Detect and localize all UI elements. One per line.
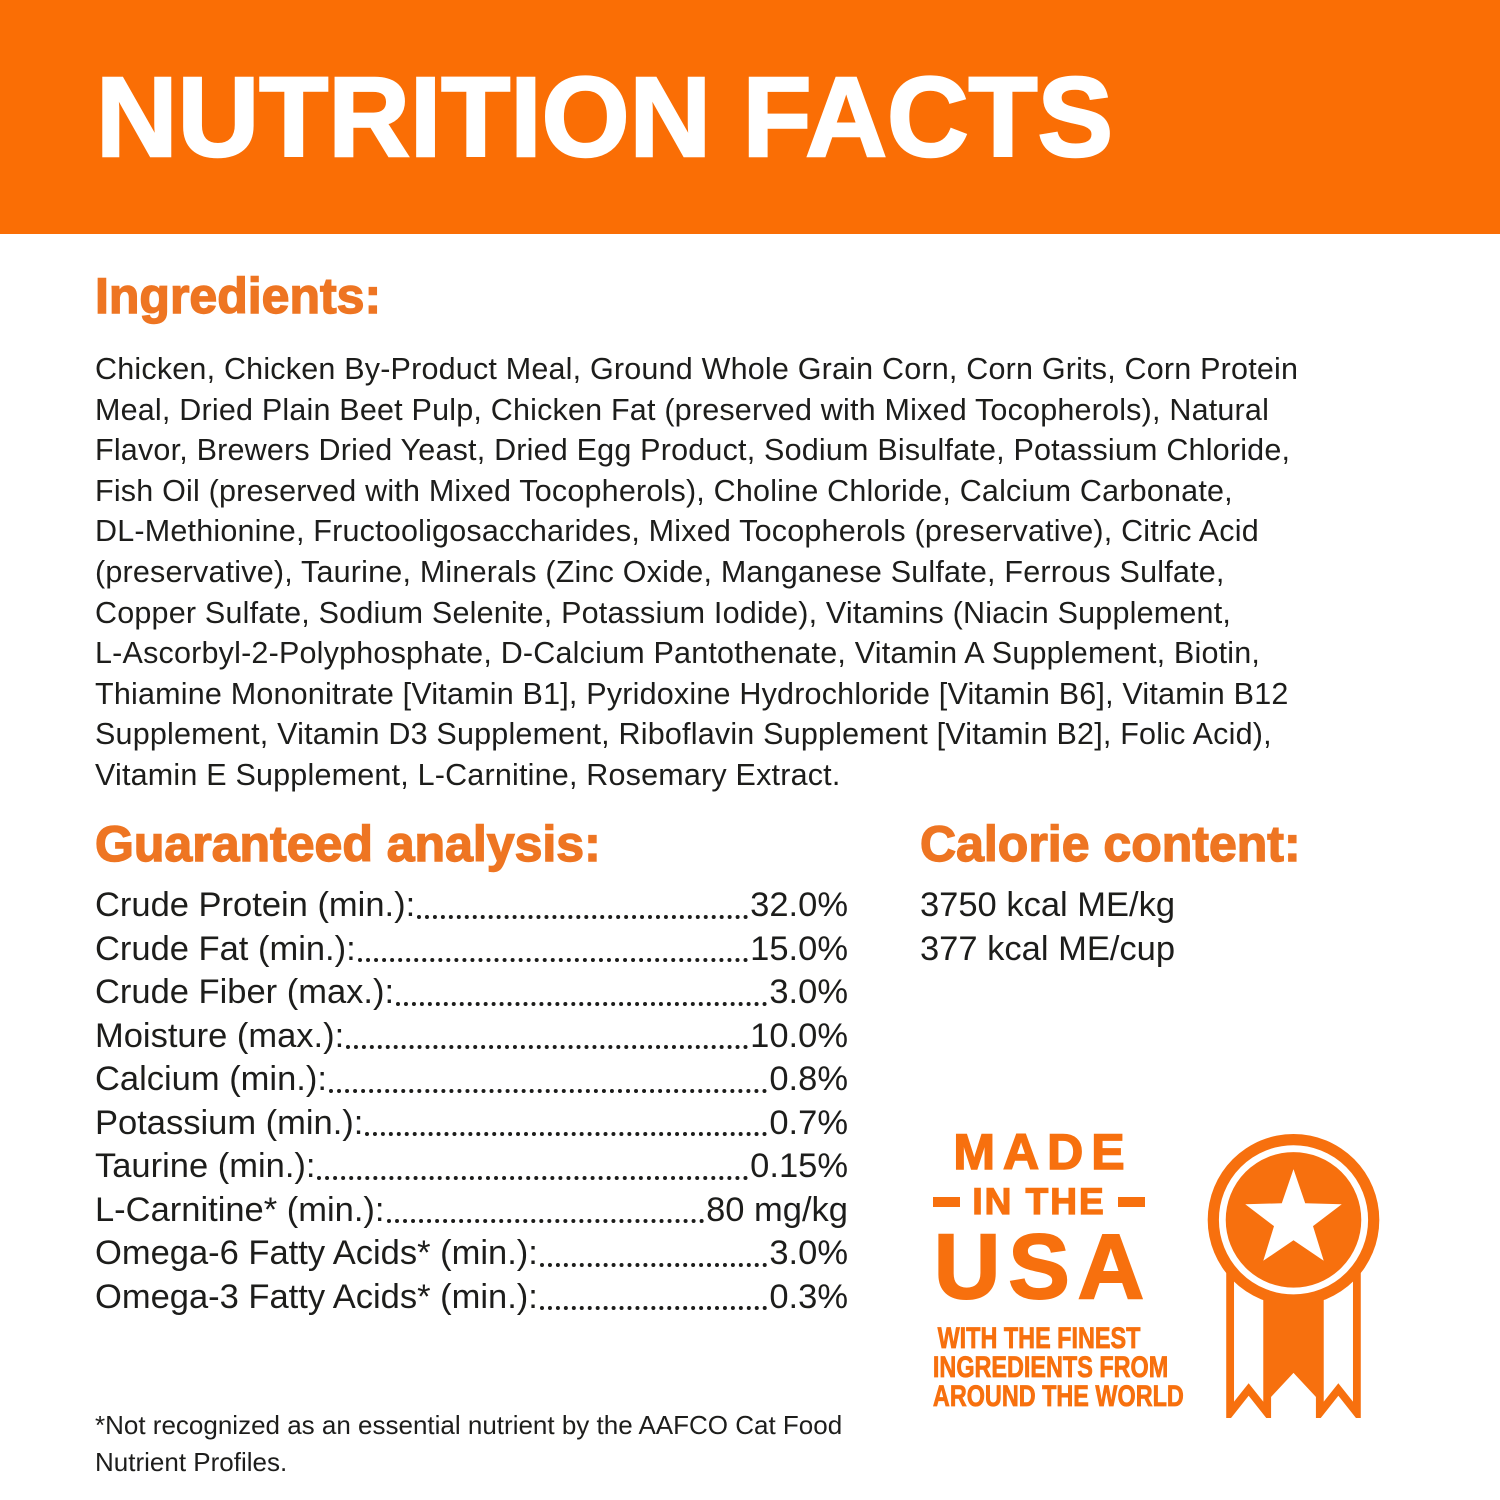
analysis-value: 80 mg/kg [706,1190,848,1229]
page-title: NUTRITION FACTS [95,53,1114,180]
dotted-leader [386,1219,705,1223]
ingredients-line: Fish Oil (preserved with Mixed Tocophero… [95,473,1233,508]
ingredients-line: Supplement, Vitamin D3 Supplement, Ribof… [95,717,1272,752]
analysis-value: 10.0% [750,1016,848,1055]
calorie-line: 377 kcal ME/cup [920,929,1176,968]
made-in-usa-line3: USA [933,1216,1153,1318]
analysis-value: 32.0% [750,886,848,924]
analysis-label: Crude Fat (min.): [95,929,356,968]
dash-left-icon [933,1197,961,1207]
header-band: NUTRITION FACTS [0,0,1500,234]
analysis-value: 0.8% [769,1060,848,1098]
made-in-usa-sub-line: INGREDIENTS FROM [932,1351,1169,1384]
dotted-leader [539,1306,768,1310]
analysis-row: Crude Fiber (max.): 3.0% [95,971,848,1015]
analysis-label: Calcium (min.): [95,1060,327,1098]
ingredients-line: Copper Sulfate, Sodium Selenite, Potassi… [95,595,1232,630]
analysis-value: 15.0% [750,929,848,968]
analysis-row: L-Carnitine* (min.): 80 mg/kg [95,1189,848,1233]
dotted-leader [396,1001,768,1006]
calorie-content-values: 3750 kcal ME/kg 377 kcal ME/cup [920,884,1175,971]
analysis-label: Crude Fiber (max.): [95,973,395,1011]
analysis-label: Potassium (min.): [95,1103,364,1142]
made-in-usa-sub-line: AROUND THE WORLD [932,1380,1185,1413]
made-in-usa-line1: MADE [953,1124,1133,1180]
analysis-row: Potassium (min.): 0.7% [95,1102,848,1146]
analysis-row: Moisture (max.): 10.0% [95,1015,848,1059]
ingredients-line: L-Ascorbyl-2-Polyphosphate, D-Calcium Pa… [95,636,1261,671]
ingredients-heading: Ingredients: [94,268,382,324]
analysis-label: Taurine (min.): [95,1147,316,1185]
analysis-label: L-Carnitine* (min.): [95,1190,385,1229]
award-ribbon-star-icon [1207,1134,1380,1418]
analysis-value: 0.7% [769,1103,848,1142]
analysis-row: Omega-6 Fatty Acids* (min.): 3.0% [95,1232,848,1276]
calorie-content-heading: Calorie content: [919,816,1301,872]
made-in-usa-sub-lines: WITH THE FINEST INGREDIENTS FROM AROUND TH… [903,1322,1185,1413]
made-in-usa-line2: IN THE [972,1181,1106,1222]
analysis-row: Crude Protein (min.): 32.0% [95,884,848,928]
made-in-usa-line2-row: IN THE [903,1181,1175,1222]
analysis-value: 0.3% [769,1277,848,1316]
calorie-line: 3750 kcal ME/kg [920,886,1176,924]
dotted-leader [357,958,749,962]
analysis-value: 0.15% [750,1147,848,1185]
guaranteed-analysis-table: Crude Protein (min.): 32.0% Crude Fat (min… [95,884,848,1319]
ingredients-line: Thiamine Mononitrate [Vitamin B1], Pyrid… [95,676,1289,711]
analysis-row: Crude Fat (min.): 15.0% [95,928,848,972]
analysis-value: 3.0% [769,973,848,1011]
dotted-leader [539,1262,768,1267]
guaranteed-analysis-heading: Guaranteed analysis: [94,816,601,872]
ingredients-line: Vitamin E Supplement, L-Carnitine, Rosem… [95,757,841,792]
footnote-line: *Not recognized as an essential nutrient… [95,1410,843,1440]
made-in-usa-sub-line: WITH THE FINEST [937,1322,1141,1355]
dotted-leader [328,1088,768,1093]
dotted-leader [317,1175,749,1180]
analysis-label: Omega-6 Fatty Acids* (min.): [95,1234,538,1272]
analysis-row: Omega-3 Fatty Acids* (min.): 0.3% [95,1276,848,1320]
ingredients-line: (preservative), Taurine, Minerals (Zinc … [95,554,1225,589]
dotted-leader [346,1045,749,1049]
ingredients-line: Chicken, Chicken By-Product Meal, Ground… [95,352,1299,386]
dash-right-icon [1117,1197,1145,1207]
dotted-leader [417,914,749,919]
analysis-label: Omega-3 Fatty Acids* (min.): [95,1277,538,1316]
footnote: *Not recognized as an essential nutrient… [95,1407,842,1481]
ingredients-line: DL-Methionine, Fructooligosaccharides, M… [95,514,1259,549]
analysis-value: 3.0% [769,1234,848,1272]
analysis-label: Crude Protein (min.): [95,886,416,924]
analysis-label: Moisture (max.): [95,1016,345,1055]
dotted-leader [365,1132,768,1136]
footnote-line: Nutrient Profiles. [95,1447,288,1477]
made-in-usa-block: MADE IN THE USA WITH THE FINEST INGREDIEN… [903,1125,1185,1413]
ingredients-line: Flavor, Brewers Dried Yeast, Dried Egg P… [95,433,1291,468]
analysis-row: Taurine (min.): 0.15% [95,1145,848,1189]
ingredients-text: Chicken, Chicken By-Product Meal, Ground… [95,349,1485,796]
ingredients-line: Meal, Dried Plain Beet Pulp, Chicken Fat… [95,392,1270,427]
analysis-row: Calcium (min.): 0.8% [95,1058,848,1102]
